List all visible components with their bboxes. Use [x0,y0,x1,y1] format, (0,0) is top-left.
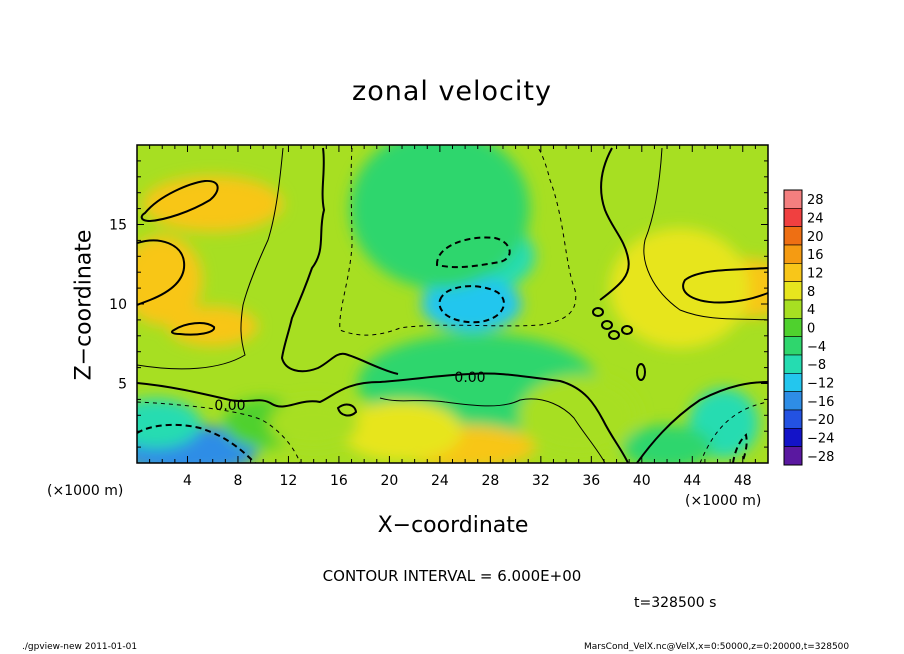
x-tick-label: 32 [532,473,550,489]
x-tick-label: 28 [481,473,499,489]
contour-line [137,147,284,370]
colorbar-label: 12 [807,267,824,282]
field-blob [137,398,201,449]
contour-interval-label: CONTOUR INTERVAL = 6.000E+00 [322,567,582,585]
y-tick-label: 10 [109,297,127,313]
contour-line [636,363,646,381]
field-blob [268,398,359,449]
contour-label: 0.00 [454,370,485,386]
x-tick-label: 40 [633,473,651,489]
colorbar-label: −12 [807,377,834,392]
colorbar-swatch [783,336,803,356]
contour-label: 0.00 [214,398,245,414]
contour-line [438,285,505,324]
contour-line [379,397,606,463]
x-tick-label: 12 [280,473,298,489]
colorbar-swatch [783,409,803,429]
heatmap-field [137,145,768,463]
colorbar-label: 28 [807,193,824,208]
colorbar-label: 0 [807,322,815,337]
contour-line [435,236,511,269]
x-tick-label: 36 [582,473,600,489]
y-tick-label: 5 [118,377,127,393]
colorbar-swatch [783,189,803,209]
chart-title: zonal velocity [352,76,552,107]
contour-line [280,147,399,375]
field-blob [518,375,639,456]
contour-line [140,179,219,223]
x-unit-label-right: (×1000 m) [685,493,762,509]
x-tick-label: 4 [183,473,192,489]
contour-line [636,381,768,463]
field-blob [342,401,463,462]
contour-line [137,239,186,306]
colorbar-label: −20 [807,413,834,428]
contour-line [732,433,748,463]
contour-line [682,267,768,304]
x-tick-label: 48 [734,473,752,489]
contour-line [171,322,215,336]
colorbar-label: −4 [807,340,826,355]
contour-lines [137,147,768,463]
footer-left-text: ./gpview-new 2011-01-01 [22,642,138,652]
contour-line [608,330,620,340]
field-blob [349,145,530,289]
x-unit-label-left: (×1000 m) [47,483,124,499]
x-axis-label: X−coordinate [377,513,529,538]
footer-right-text: MarsCond_VelX.nc@VelX,x=0:50000,z=0:2000… [584,642,850,652]
colorbar-swatch [783,391,803,411]
y-tick-label: 15 [109,218,127,234]
contour-line [699,401,768,463]
colorbar: 28 24 20 16 12 8 4 0 −4 −8 −12 −16 −20 −24 −28 [783,189,834,466]
contour-line [336,403,358,417]
colorbar-swatch [783,263,803,282]
colorbar-label: −8 [807,358,826,373]
colorbar-swatch [783,226,803,246]
colorbar-label: 8 [807,285,815,300]
contour-line [601,320,613,330]
contour-line [137,401,301,463]
colorbar-swatch [783,281,803,301]
contour-line [137,423,256,463]
colorbar-label: 24 [807,212,824,227]
contour-line [621,325,633,335]
field-blob [137,235,203,326]
colorbar-swatch [783,244,803,264]
colorbar-swatch [783,208,803,227]
contour-line [643,147,768,321]
colorbar-swatch [783,299,803,319]
field-blob [421,276,522,332]
field-blob [609,228,750,349]
colorbar-label: −24 [807,432,834,447]
contour-line [592,307,604,317]
contour-line [599,147,630,301]
contour-labels: 0.00 0.00 [214,370,485,414]
colorbar-label: 20 [807,230,824,245]
x-tick-label: 8 [233,473,242,489]
x-tick-label: 24 [431,473,449,489]
colorbar-label: 4 [807,303,815,318]
x-tick-label: 20 [380,473,398,489]
colorbar-swatch [783,318,803,337]
colorbar-label: −28 [807,450,834,465]
x-tick-label: 16 [330,473,348,489]
field-blob [142,175,283,232]
colorbar-swatch [783,446,803,466]
contour-line [339,147,577,336]
colorbar-swatch [783,354,803,374]
colorbar-label: −16 [807,395,834,410]
x-tick-label: 44 [683,473,701,489]
colorbar-swatch [783,373,803,392]
contour-line [137,372,629,463]
colorbar-label: 16 [807,248,824,263]
colorbar-swatch [783,428,803,447]
colorbar-frame [783,189,803,466]
time-label: t=328500 s [634,595,717,611]
